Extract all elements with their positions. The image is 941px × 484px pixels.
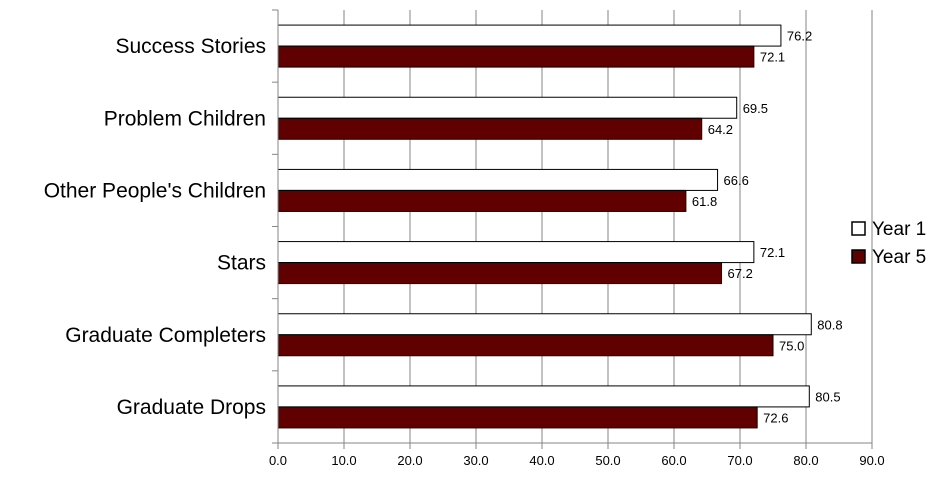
legend-swatch-year-5 [851,249,866,264]
x-tick-label: 20.0 [397,453,422,468]
data-label: 69.5 [743,101,768,116]
bar-year-5 [277,117,703,140]
data-label: 80.5 [815,389,840,404]
data-label: 72.6 [763,410,788,425]
data-label: 66.6 [724,173,749,188]
x-tick-label: 10.0 [331,453,356,468]
x-tick-label: 60.0 [661,453,686,468]
data-label: 75.0 [779,338,804,353]
bar-year-5 [277,334,774,357]
bars [277,24,812,429]
category-label: Graduate Completers [65,324,266,347]
bar-year-5 [277,189,687,212]
category-label: Graduate Drops [117,396,266,419]
x-tick-label: 40.0 [529,453,554,468]
bar-year-1 [277,313,812,336]
legend: Year 1 Year 5 [851,219,926,268]
bar-year-5 [277,45,755,68]
category-label: Stars [217,252,266,275]
x-tick-label: 90.0 [859,453,884,468]
bar-year-1 [277,241,755,264]
legend-label: Year 5 [872,247,926,268]
bar-year-1 [277,24,782,47]
data-label: 64.2 [708,122,733,137]
x-tick-label: 80.0 [793,453,818,468]
category-label: Success Stories [115,35,266,58]
x-tick-label: 70.0 [727,453,752,468]
data-label: 61.8 [692,194,717,209]
bar-year-5 [277,406,758,429]
x-tick-label: 0.0 [269,453,287,468]
data-label: 72.1 [760,50,785,65]
axes: 0.0 10.0 20.0 30.0 40.0 50.0 60.0 70.0 80.0 90.0 [269,9,885,468]
gridlines [277,10,873,443]
bar-year-5 [277,262,723,285]
x-tick-label: 30.0 [463,453,488,468]
bar-year-1 [277,385,810,408]
bar-year-1 [277,96,738,119]
data-label: 80.8 [817,317,842,332]
legend-swatch-year-1 [851,221,866,236]
x-tick-label: 50.0 [595,453,620,468]
category-label: Problem Children [104,107,266,130]
bar-year-1 [277,168,719,191]
legend-label: Year 1 [872,219,926,240]
data-label: 67.2 [728,266,753,281]
category-label: Other People's Children [44,179,266,202]
data-label: 72.1 [760,245,785,260]
data-label: 76.2 [787,29,812,44]
